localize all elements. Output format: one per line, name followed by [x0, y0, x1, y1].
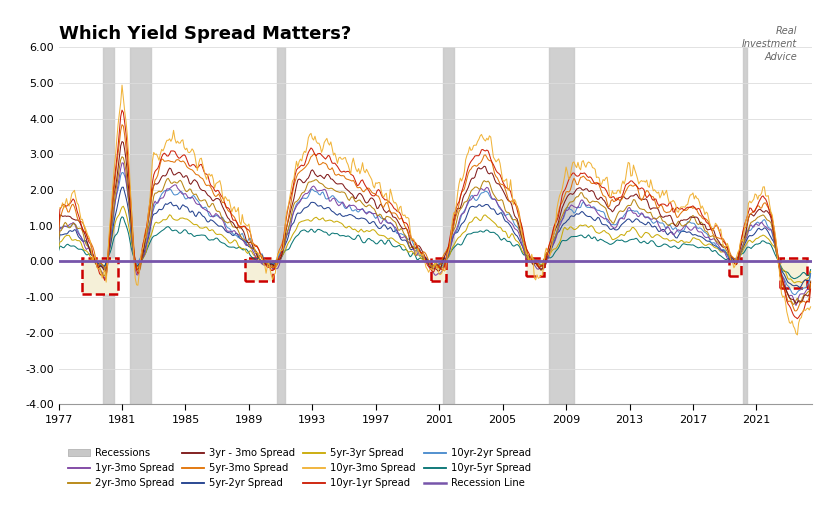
Bar	[104, 47, 114, 404]
Bar	[82, 258, 118, 293]
Bar	[526, 258, 543, 277]
Legend: Recessions, 1yr-3mo Spread, 2yr-3mo Spread, 3yr - 3mo Spread, 5yr-3mo Spread, 5y: Recessions, 1yr-3mo Spread, 2yr-3mo Spre…	[64, 444, 534, 492]
Bar	[728, 258, 740, 277]
Bar	[742, 47, 747, 404]
Bar	[277, 47, 284, 404]
Bar	[442, 47, 453, 404]
Bar	[245, 258, 273, 281]
Bar	[130, 47, 150, 404]
Bar	[548, 47, 573, 404]
Bar	[431, 258, 446, 281]
Text: Real
Investment
Advice: Real Investment Advice	[741, 26, 796, 62]
Text: Which Yield Spread Matters?: Which Yield Spread Matters?	[59, 25, 350, 43]
Bar	[779, 258, 806, 288]
